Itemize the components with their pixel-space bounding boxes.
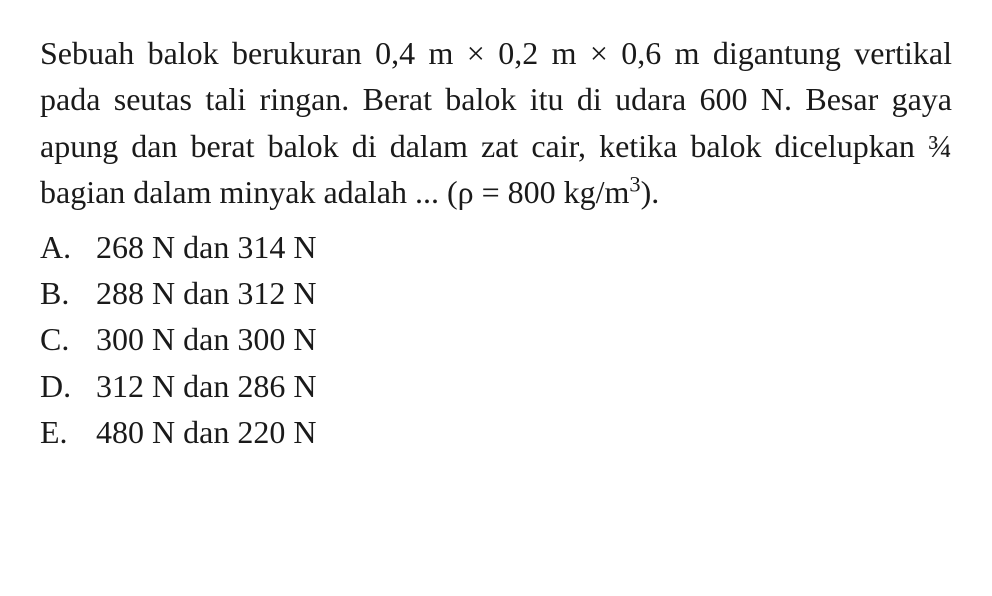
option-d: D. 312 N dan 286 N <box>40 363 952 409</box>
option-label: C. <box>40 316 96 362</box>
option-e: E. 480 N dan 220 N <box>40 409 952 455</box>
option-label: A. <box>40 224 96 270</box>
option-text: 312 N dan 286 N <box>96 363 952 409</box>
option-c: C. 300 N dan 300 N <box>40 316 952 362</box>
option-label: D. <box>40 363 96 409</box>
answer-options-list: A. 268 N dan 314 N B. 288 N dan 312 N C.… <box>40 224 952 456</box>
option-text: 480 N dan 220 N <box>96 409 952 455</box>
option-text: 300 N dan 300 N <box>96 316 952 362</box>
question-superscript: 3 <box>629 172 640 197</box>
question-container: Sebuah balok berukuran 0,4 m × 0,2 m × 0… <box>40 30 952 456</box>
question-part-1: Sebuah balok berukuran 0,4 m × 0,2 m × 0… <box>40 35 952 210</box>
option-a: A. 268 N dan 314 N <box>40 224 952 270</box>
option-label: E. <box>40 409 96 455</box>
option-text: 268 N dan 314 N <box>96 224 952 270</box>
option-b: B. 288 N dan 312 N <box>40 270 952 316</box>
question-part-2: ). <box>641 174 660 210</box>
option-label: B. <box>40 270 96 316</box>
option-text: 288 N dan 312 N <box>96 270 952 316</box>
question-text: Sebuah balok berukuran 0,4 m × 0,2 m × 0… <box>40 30 952 216</box>
